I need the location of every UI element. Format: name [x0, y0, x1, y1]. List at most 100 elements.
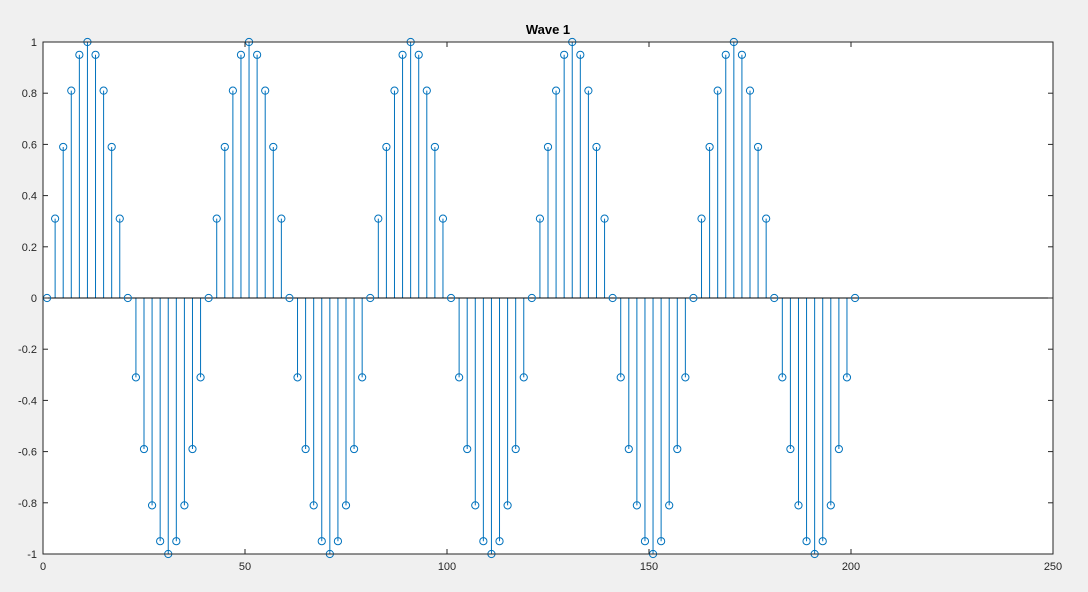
stem-marker: [430, 142, 439, 152]
stem-marker: [560, 50, 569, 59]
stem-marker: [463, 444, 472, 454]
stem-marker: [834, 444, 843, 454]
stem-marker: [341, 501, 351, 510]
stem-marker: [576, 50, 585, 59]
stem-marker: [107, 142, 116, 152]
stem-marker: [786, 444, 795, 454]
stem-marker: [713, 86, 722, 95]
stem-marker: [745, 86, 755, 95]
stem-marker: [600, 214, 609, 223]
stem-marker: [147, 501, 157, 510]
stem-marker: [212, 214, 221, 223]
stem-marker: [301, 444, 310, 454]
stem-marker: [99, 86, 108, 95]
stem-marker: [228, 86, 237, 95]
stem-marker: [697, 214, 706, 223]
stem-marker: [802, 537, 811, 546]
stem-marker: [390, 86, 399, 95]
stem-marker: [374, 214, 383, 223]
stem-marker: [818, 537, 827, 546]
stem-marker: [737, 50, 747, 59]
stem-marker: [196, 373, 205, 382]
stem-marker: [624, 444, 633, 454]
stem-marker: [382, 142, 391, 152]
stem-marker: [778, 373, 787, 382]
stem-marker: [277, 214, 286, 223]
stem-marker: [253, 50, 262, 59]
stem-marker: [438, 214, 448, 223]
stem-marker: [285, 293, 294, 303]
y-tick-label: -0.2: [18, 344, 37, 356]
stem-marker: [657, 537, 666, 546]
stem-marker: [471, 501, 480, 510]
stem-marker: [794, 501, 803, 510]
stem-marker: [180, 501, 189, 510]
y-tick-label: -0.8: [18, 498, 37, 510]
x-tick-label: 0: [40, 561, 46, 573]
axes-box: [42, 41, 1054, 555]
stem-marker: [479, 537, 488, 546]
stem-marker: [398, 50, 407, 59]
stem-marker: [293, 373, 302, 382]
stem-marker: [123, 293, 132, 303]
y-tick-label: 0.8: [22, 88, 37, 100]
stem-marker: [592, 142, 601, 152]
stem-marker: [689, 293, 698, 303]
stem-marker: [762, 214, 771, 223]
stem-marker: [51, 214, 60, 223]
chart-title: Wave 1: [526, 22, 570, 37]
stem-marker: [543, 142, 553, 152]
stem-marker: [527, 293, 536, 303]
stem-marker: [519, 373, 528, 382]
y-tick-label: 0.6: [22, 139, 37, 151]
stem-marker: [842, 373, 852, 382]
stem-marker: [333, 537, 343, 546]
stem-marker: [309, 501, 318, 510]
stem-marker: [236, 50, 246, 59]
stem-marker: [446, 293, 456, 303]
stem-marker: [673, 444, 682, 454]
stem-marker: [358, 373, 367, 382]
y-tick-label: 0: [31, 293, 37, 305]
stem-marker: [261, 86, 270, 95]
stem-marker: [455, 373, 464, 382]
stem-marker: [349, 444, 359, 454]
stem-marker: [204, 293, 213, 303]
y-tick-label: 1: [31, 37, 37, 49]
stem-marker: [721, 50, 730, 59]
stem-marker: [220, 142, 229, 152]
y-tick-label: 0.4: [22, 191, 37, 203]
y-tick-label: -1: [27, 549, 37, 561]
stem-marker: [495, 537, 504, 546]
stem-marker: [608, 293, 617, 303]
stem-marker: [414, 50, 423, 59]
stem-marker: [188, 444, 197, 454]
stem-marker: [535, 214, 545, 223]
x-tick-label: 100: [438, 561, 456, 573]
stem-marker: [503, 501, 512, 510]
stem-marker: [511, 444, 520, 454]
stem-marker: [422, 86, 431, 95]
x-tick-label: 250: [1044, 561, 1062, 573]
stem-marker: [91, 50, 100, 59]
y-tick-label: -0.4: [18, 395, 37, 407]
stem-marker: [172, 537, 181, 546]
y-tick-label: -0.6: [18, 447, 37, 459]
stem-marker: [366, 293, 375, 303]
stem-marker: [584, 86, 593, 95]
stem-marker: [131, 373, 141, 382]
stem-marker: [616, 373, 625, 382]
x-tick-label: 150: [640, 561, 658, 573]
stem-marker: [665, 501, 674, 510]
stem-marker: [75, 50, 84, 59]
stem-marker: [59, 142, 68, 152]
stem-marker: [317, 537, 326, 546]
y-tick-label: 0.2: [22, 242, 37, 254]
stem-marker: [770, 293, 779, 303]
stem-marker: [640, 537, 650, 546]
stem-marker: [551, 86, 561, 95]
x-tick-label: 50: [239, 561, 251, 573]
stem-marker: [156, 537, 165, 546]
stem-marker: [67, 86, 76, 95]
